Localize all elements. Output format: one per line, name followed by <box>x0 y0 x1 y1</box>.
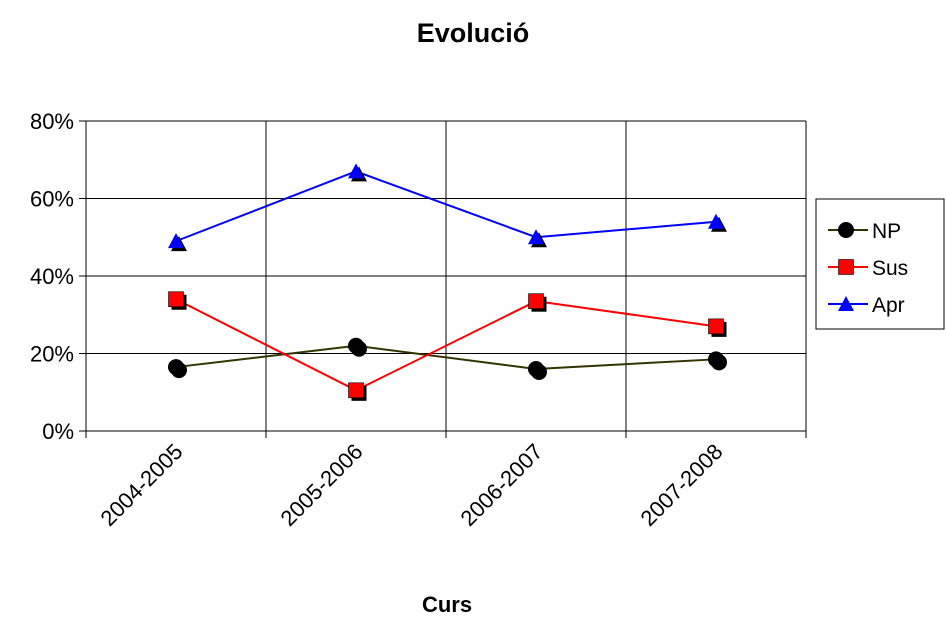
y-tick-label: 80% <box>30 109 74 134</box>
legend-label: NP <box>872 220 901 243</box>
x-axis-label: Curs <box>422 592 472 617</box>
data-point <box>348 337 364 354</box>
grid <box>86 120 807 431</box>
y-tick-labels: 0% 20% 40% 60% 80% <box>30 109 74 444</box>
legend-box <box>815 198 945 330</box>
y-tick-label: 40% <box>30 264 74 289</box>
series-group <box>168 163 727 401</box>
data-point <box>348 382 364 399</box>
series-sus <box>168 291 727 401</box>
chart-title: Evolució <box>417 18 530 48</box>
y-tick-label: 60% <box>30 187 74 212</box>
data-point <box>348 163 364 179</box>
data-point <box>168 291 184 308</box>
y-tick-label: 0% <box>42 419 74 444</box>
series-apr <box>168 163 727 252</box>
data-point <box>708 351 724 368</box>
x-tick-label: 2007-2008 <box>635 439 727 531</box>
legend-item-apr[interactable]: Apr <box>828 294 905 317</box>
legend-item-sus[interactable]: Sus <box>828 257 908 280</box>
data-point <box>528 229 544 245</box>
x-tick-label: 2004-2005 <box>95 439 187 531</box>
y-tick-label: 20% <box>30 342 74 367</box>
x-tick-label: 2006-2007 <box>455 439 547 531</box>
legend-marker <box>838 259 854 275</box>
data-point <box>168 359 184 376</box>
series-np <box>168 337 727 380</box>
legend-label: Sus <box>872 257 908 280</box>
x-tick-label: 2005-2006 <box>275 439 367 531</box>
data-point <box>528 361 544 377</box>
data-point <box>528 293 544 309</box>
data-point <box>708 318 724 335</box>
legend[interactable]: NP Sus Apr <box>815 198 945 330</box>
series-line <box>175 170 717 243</box>
data-point <box>168 233 184 249</box>
data-point <box>708 213 724 229</box>
legend-marker <box>838 296 854 311</box>
legend-label: Apr <box>872 294 905 317</box>
x-tick-labels: 2004-2005 2005-2006 2006-2007 2007-2008 <box>95 439 727 531</box>
series-line <box>175 344 717 371</box>
legend-item-np[interactable]: NP <box>828 220 901 243</box>
legend-marker <box>838 222 854 238</box>
series-line <box>175 298 717 392</box>
axes <box>79 120 807 438</box>
